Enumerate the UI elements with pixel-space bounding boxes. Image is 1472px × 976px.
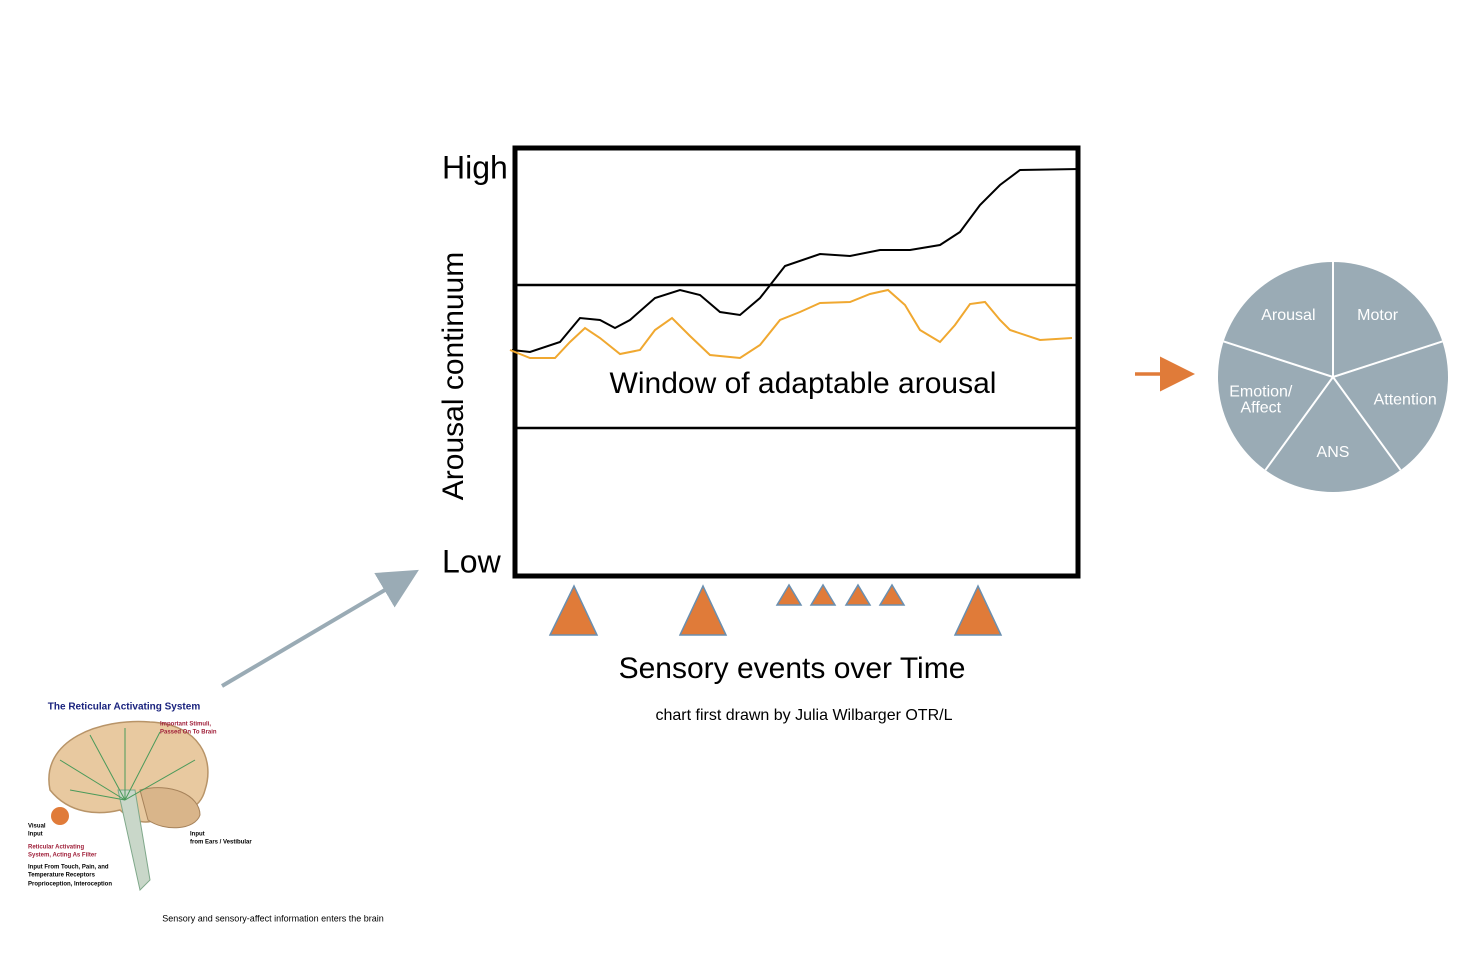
pie-divider [1332, 340, 1443, 378]
event-small [809, 583, 837, 606]
brain-label: Input [28, 832, 43, 838]
pie-label: Motor [1357, 307, 1399, 324]
chart-frame [512, 145, 1081, 579]
pie-divider [1332, 376, 1402, 471]
arousal-curve-orange [509, 288, 1073, 360]
pie-divider [1223, 340, 1334, 378]
sensory-events [548, 583, 1003, 636]
event-large [678, 584, 728, 636]
low-label: Low [442, 543, 502, 579]
pie-divider [1264, 376, 1334, 471]
brain-title: The Reticular Activating System [48, 702, 201, 713]
arrow-to-chart [220, 569, 419, 688]
pie: Motor Attention ANS Emotion/Affect Arousal [1218, 262, 1448, 492]
brain-label: from Ears / Vestibular [190, 840, 252, 846]
pie-label: Arousal [1261, 307, 1315, 324]
brain-label: System, Acting As Filter [28, 853, 97, 859]
brainstem [117, 789, 151, 891]
window-label: Window of adaptable arousal [610, 367, 997, 400]
pie-label: Emotion/ [1229, 384, 1293, 401]
event-large [548, 584, 599, 636]
arousal-curve-black [511, 168, 1081, 354]
pie-label: Affect [1241, 400, 1282, 417]
brain-label: Proprioception, Interoception [28, 882, 112, 888]
event-small [878, 583, 906, 606]
event-small [775, 583, 803, 606]
brain-pathways [59, 728, 196, 801]
brain-label: Reticular Activating [28, 845, 84, 851]
brain-label: Visual [28, 824, 46, 830]
brain-caption: Sensory and sensory-affect information e… [162, 913, 383, 923]
y-axis-label: Arousal continuum [437, 252, 470, 500]
high-label: High [442, 149, 508, 185]
x-axis-label: Sensory events over Time [619, 652, 966, 685]
credit: chart first drawn by Julia Wilbarger OTR… [656, 707, 953, 724]
brain-label: Temperature Receptors [28, 873, 96, 879]
brain-label: Important Stimuli, [160, 722, 211, 728]
eye [51, 807, 69, 825]
brain-label: Input From Touch, Pain, and [28, 865, 109, 871]
brain-cerebellum [139, 787, 201, 829]
brain-label: Passed On To Brain [160, 730, 217, 736]
pie-label: Attention [1374, 392, 1437, 409]
brain-label: Input [190, 832, 205, 838]
event-small [844, 583, 872, 606]
event-large [953, 584, 1003, 636]
brain-labels: Important Stimuli, Passed On To Brain Vi… [28, 722, 252, 888]
brain-illustration: The Reticular Activating System Importan… [28, 702, 384, 924]
pie-label: ANS [1317, 444, 1350, 461]
